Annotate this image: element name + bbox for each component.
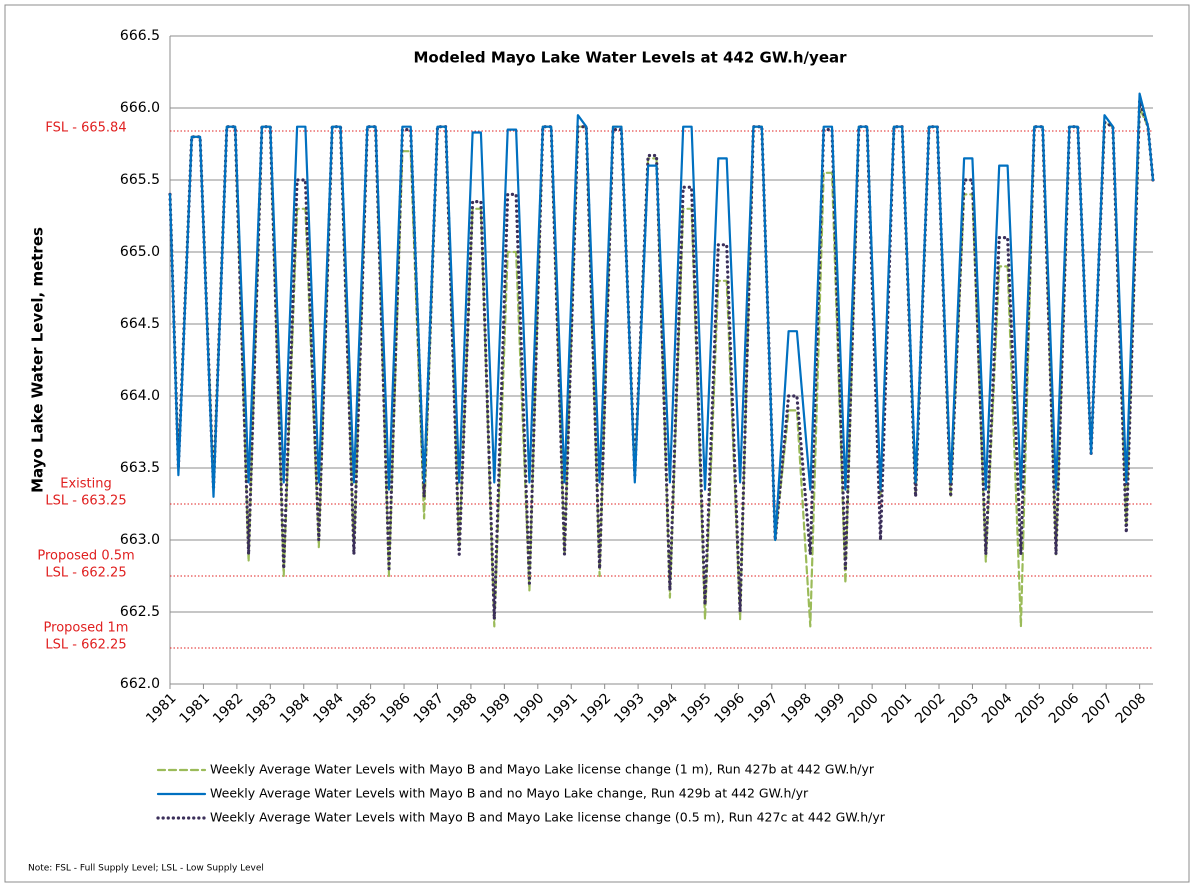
reference-label: LSL - 662.25 bbox=[45, 566, 126, 581]
note: Note: FSL - Full Supply Level; LSL - Low… bbox=[28, 864, 264, 874]
y-tick-label: 664.5 bbox=[120, 316, 160, 332]
legend-label: Weekly Average Water Levels with Mayo B … bbox=[210, 762, 875, 777]
reference-label: Proposed 0.5m bbox=[37, 549, 134, 564]
y-axis-label: Mayo Lake Water Level, metres bbox=[29, 227, 47, 493]
y-tick-label: 664.0 bbox=[120, 388, 160, 404]
y-tick-label: 665.5 bbox=[120, 172, 160, 188]
y-tick-label: 665.0 bbox=[120, 244, 160, 260]
y-tick-label: 662.0 bbox=[120, 676, 160, 692]
y-tick-label: 666.0 bbox=[120, 100, 160, 116]
y-tick-label: 662.5 bbox=[120, 604, 160, 620]
y-tick-label: 663.5 bbox=[120, 460, 160, 476]
legend-label: Weekly Average Water Levels with Mayo B … bbox=[210, 786, 809, 801]
reference-label: Proposed 1m bbox=[44, 621, 129, 636]
legend-label: Weekly Average Water Levels with Mayo B … bbox=[210, 810, 886, 825]
reference-label: FSL - 665.84 bbox=[45, 121, 126, 136]
reference-label: LSL - 663.25 bbox=[45, 494, 126, 509]
series-line bbox=[168, 92, 1155, 542]
chart-title: Modeled Mayo Lake Water Levels at 442 GW… bbox=[413, 49, 847, 67]
y-tick-label: 666.5 bbox=[120, 28, 160, 44]
reference-label: LSL - 662.25 bbox=[45, 638, 126, 653]
reference-label: Existing bbox=[60, 477, 112, 492]
y-tick-label: 663.0 bbox=[120, 532, 160, 548]
series-line bbox=[168, 99, 1155, 621]
